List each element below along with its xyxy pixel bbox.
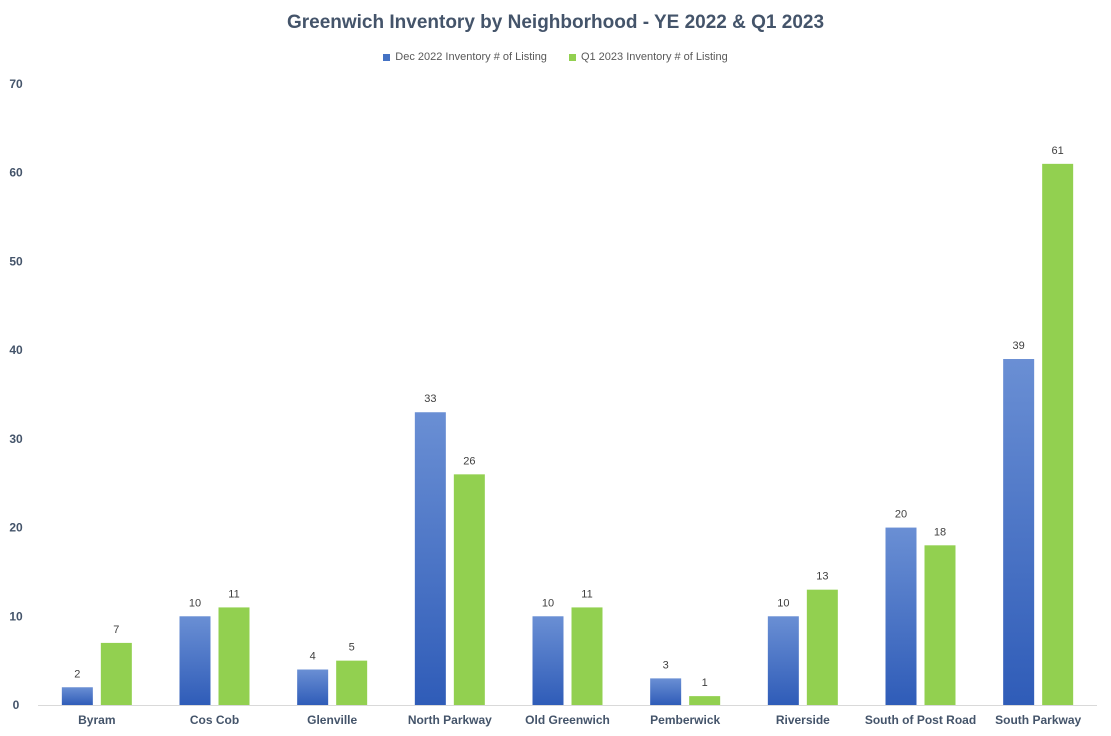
data-label: 61: [1052, 145, 1064, 157]
y-tick-label: 10: [9, 609, 23, 623]
data-label: 11: [581, 588, 592, 600]
data-label: 20: [895, 509, 907, 521]
x-category-label: Cos Cob: [190, 713, 239, 727]
y-axis: 0 10 20 30 40 50 60 70: [9, 77, 23, 712]
data-label: 10: [189, 597, 201, 609]
legend: Dec 2022 Inventory # of Listing Q1 2023 …: [0, 51, 1111, 63]
bar-q1-2023: [336, 660, 368, 705]
x-category-label: Old Greenwich: [525, 713, 610, 727]
y-tick-label: 50: [9, 254, 23, 268]
data-label: 1: [702, 677, 708, 689]
bars: [61, 163, 1074, 706]
x-category-label: South of Post Road: [865, 713, 976, 727]
legend-swatch-dec-2022: [383, 53, 391, 61]
bar-q1-2023: [218, 607, 250, 705]
data-label: 5: [349, 642, 355, 654]
bar-q1-2023: [1042, 163, 1074, 706]
bar-dec-2022: [532, 616, 564, 705]
bar-dec-2022: [1003, 359, 1035, 705]
bar-dec-2022: [650, 678, 682, 705]
data-label: 10: [542, 597, 554, 609]
y-tick-label: 0: [13, 698, 20, 712]
bar-q1-2023: [100, 642, 132, 705]
bar-q1-2023: [806, 589, 838, 705]
bar-dec-2022: [179, 616, 211, 705]
data-label: 39: [1013, 340, 1025, 352]
y-tick-label: 20: [9, 521, 23, 535]
data-label: 11: [228, 588, 239, 600]
bar-dec-2022: [61, 687, 93, 705]
x-category-label: Glenville: [307, 713, 357, 727]
data-label: 33: [424, 393, 436, 405]
x-category-label: Pemberwick: [650, 713, 720, 727]
legend-item-dec-2022: Dec 2022 Inventory # of Listing: [383, 51, 547, 63]
bar-q1-2023: [689, 696, 721, 705]
bar-dec-2022: [767, 616, 799, 705]
data-label: 13: [816, 571, 828, 583]
x-axis: Byram Cos Cob Glenville North Parkway Old Gr…: [38, 705, 1097, 727]
bar-q1-2023: [453, 474, 485, 705]
x-category-label: Riverside: [776, 713, 830, 727]
x-category-label: North Parkway: [408, 713, 492, 727]
legend-label-dec-2022: Dec 2022 Inventory # of Listing: [395, 51, 547, 63]
data-label: 4: [310, 651, 316, 663]
legend-label-q1-2023: Q1 2023 Inventory # of Listing: [580, 51, 728, 63]
legend-swatch-q1-2023: [568, 53, 576, 61]
data-label: 3: [663, 659, 669, 671]
bar-q1-2023: [924, 545, 956, 705]
chart-title: Greenwich Inventory by Neighborhood - YE…: [286, 12, 825, 33]
y-tick-label: 40: [9, 343, 23, 357]
x-category-label: South Parkway: [995, 713, 1081, 727]
data-labels: 2 7 10 11 4 5 33 26 10 11 3 1 10 13 20 18 39 61: [74, 145, 1064, 689]
legend-item-q1-2023: Q1 2023 Inventory # of Listing: [568, 51, 728, 63]
bar-dec-2022: [297, 669, 329, 705]
y-tick-label: 60: [9, 166, 23, 180]
data-label: 2: [74, 668, 80, 680]
x-category-label: Byram: [78, 713, 115, 727]
bar-dec-2022: [414, 412, 446, 705]
data-label: 7: [113, 624, 119, 636]
data-label: 18: [934, 526, 946, 538]
data-label: 10: [777, 597, 789, 609]
data-label: 26: [463, 455, 475, 467]
y-tick-label: 70: [9, 77, 23, 91]
bar-q1-2023: [571, 607, 603, 705]
bar-dec-2022: [885, 527, 917, 705]
y-tick-label: 30: [9, 432, 23, 446]
